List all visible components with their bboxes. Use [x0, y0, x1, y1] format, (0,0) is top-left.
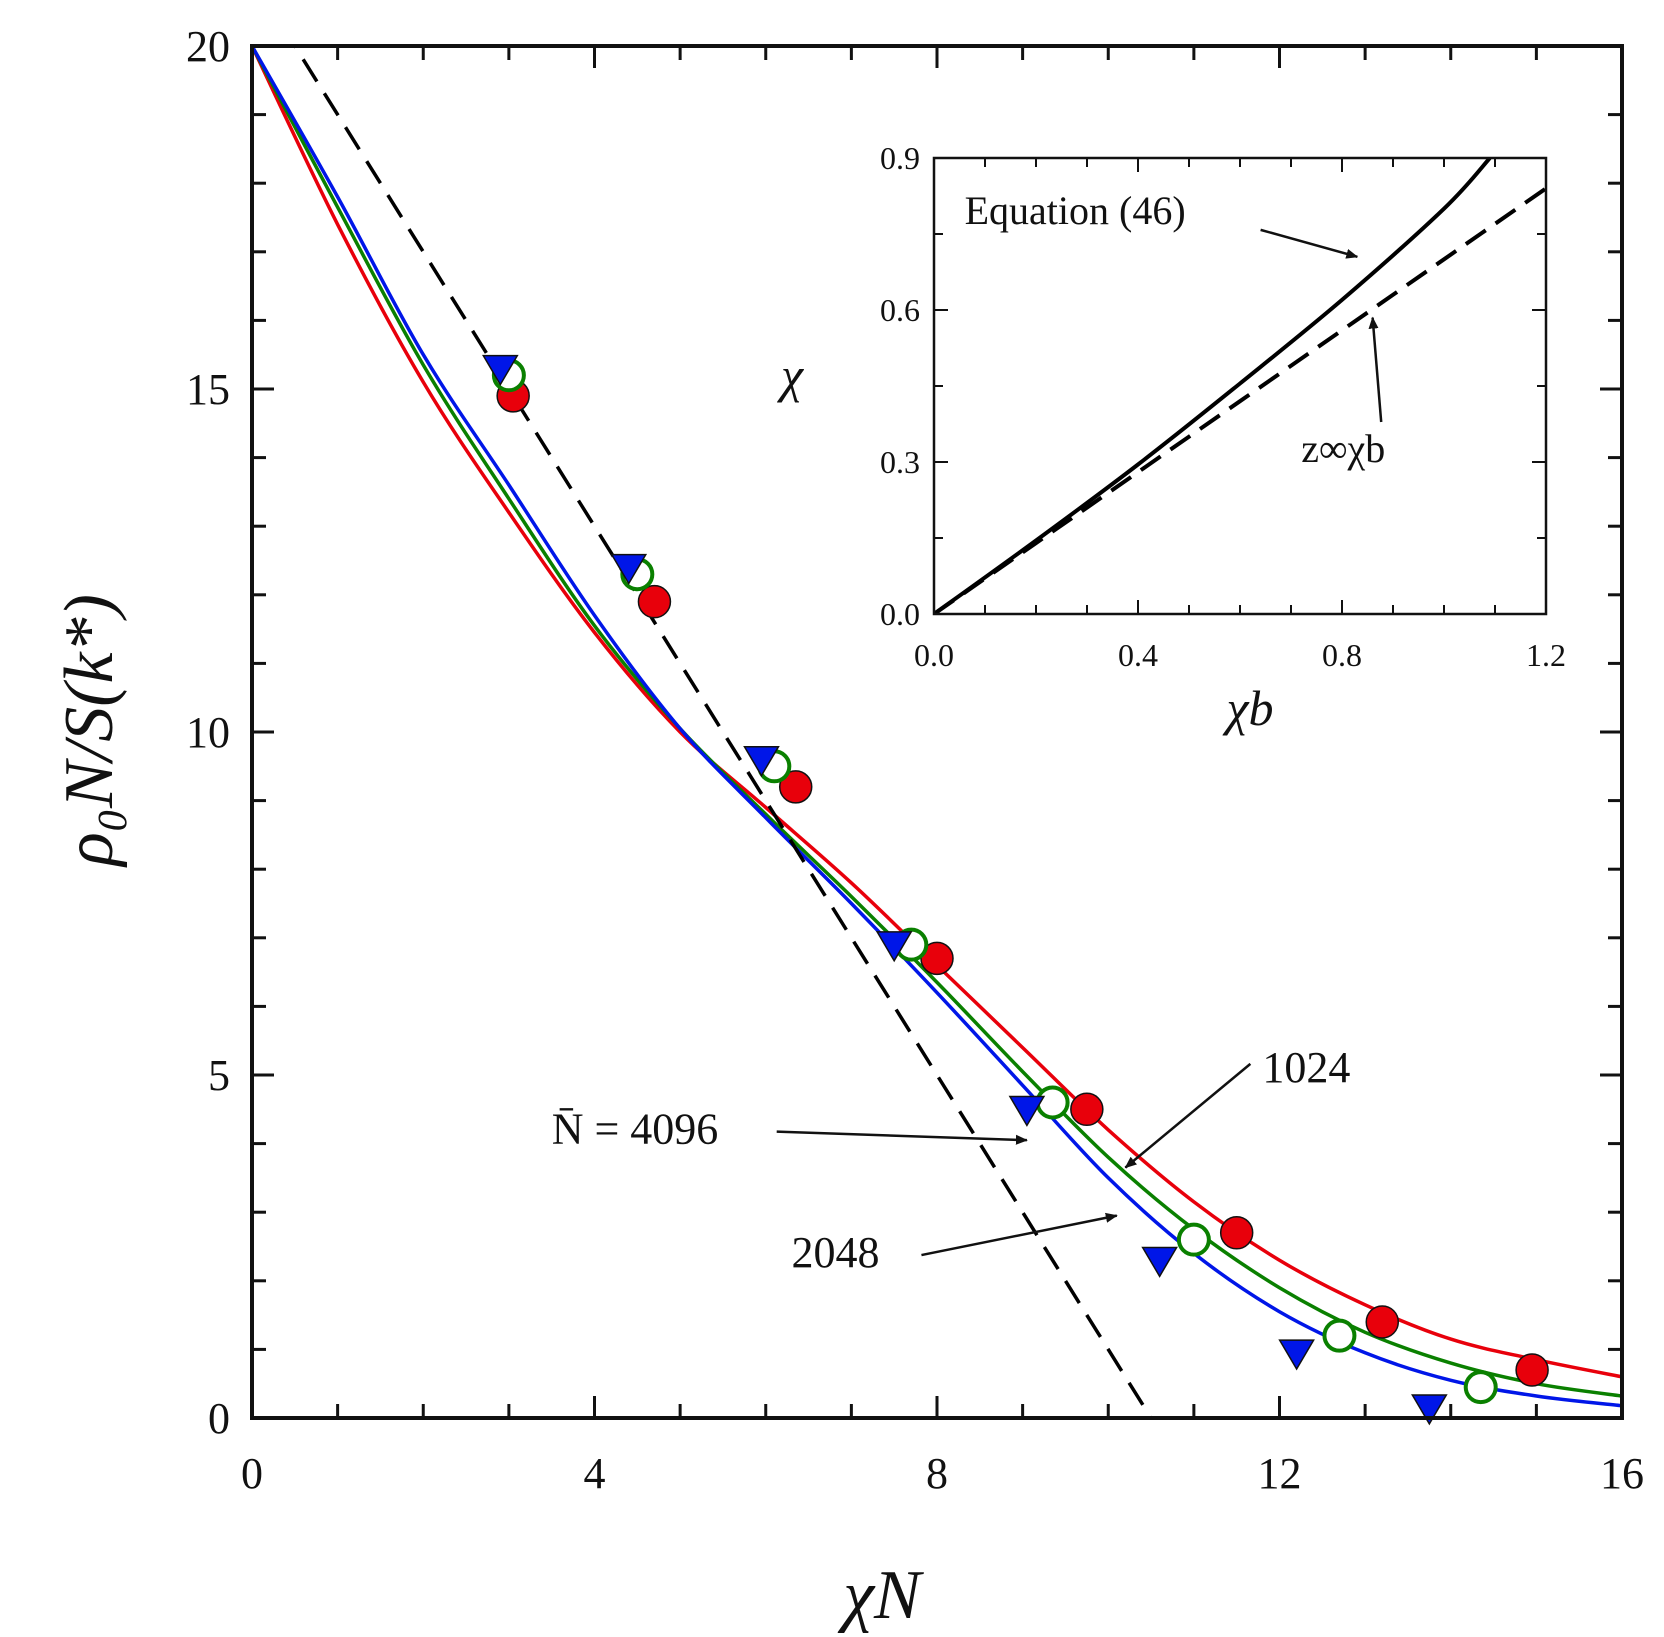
data-point — [1278, 1339, 1315, 1371]
inset-annotation-arrow — [1368, 316, 1383, 423]
inset-solid-curve — [934, 158, 1492, 614]
inset-curves — [934, 158, 1546, 614]
series-curve-0 — [252, 46, 1622, 1379]
annotation-label: 2048 — [791, 1228, 879, 1277]
data-point — [1219, 1216, 1254, 1250]
inset-annotations: Equation (46) z∞χb — [965, 188, 1386, 471]
inset-annotation-label: Equation (46) — [965, 188, 1186, 233]
data-point — [1141, 1246, 1178, 1278]
data-point — [1515, 1353, 1549, 1387]
annotation-arrow — [776, 1130, 1028, 1145]
data-point — [482, 354, 519, 387]
inset-y-axis-title: χ — [777, 347, 805, 403]
y-tick-label: 0 — [208, 1394, 230, 1443]
y-axis-title: ρ₀N/S(k*) — [51, 594, 128, 868]
y-tick-label: 5 — [208, 1051, 230, 1100]
y-tick-label: 10 — [186, 708, 230, 757]
main-ticks: 0 4 8 12 16 0 5 10 15 20 — [186, 22, 1644, 1498]
data-point — [875, 931, 913, 963]
data-point — [778, 770, 813, 804]
data-point — [1035, 1085, 1070, 1120]
data-point — [1176, 1222, 1211, 1257]
inset-y-tick-label: 0.0 — [880, 596, 920, 632]
main-annotations: N̄ = 4096 1024 2048 — [552, 1043, 1351, 1277]
inset-annotation-arrow — [1260, 228, 1359, 259]
x-tick-label: 8 — [926, 1449, 948, 1498]
main-plot: 0 4 8 12 16 0 5 10 15 20 N̄ = 4096 1024 2048 — [186, 22, 1644, 1498]
x-tick-label: 4 — [584, 1449, 606, 1498]
data-point — [1411, 1394, 1448, 1426]
data-point — [1365, 1305, 1399, 1339]
x-axis-title: χN — [837, 1557, 924, 1634]
x-tick-label: 12 — [1258, 1449, 1302, 1498]
inset-x-tick-label: 0.8 — [1322, 637, 1362, 673]
annotation-arrow — [921, 1212, 1118, 1257]
x-tick-label: 16 — [1600, 1449, 1644, 1498]
inset-dashed-curve — [934, 186, 1546, 614]
data-point — [1322, 1318, 1357, 1353]
main-plot-frame — [250, 44, 1624, 1420]
data-point — [610, 553, 648, 585]
data-point — [1070, 1092, 1104, 1127]
inset-x-tick-label: 0.4 — [1118, 637, 1158, 673]
data-point — [1008, 1095, 1046, 1127]
data-point — [743, 745, 780, 778]
limiting-line-dashed — [292, 46, 1153, 1418]
y-tick-label: 20 — [186, 22, 230, 71]
inset-y-tick-label: 0.9 — [880, 140, 920, 176]
y-tick-label: 15 — [186, 365, 230, 414]
inset-plot: 0.0 0.4 0.8 1.2 0.0 0.3 0.6 0.9 Equation (46) z∞… — [880, 140, 1566, 673]
inset-x-tick-label: 0.0 — [914, 637, 954, 673]
data-point — [637, 584, 672, 619]
inset-annotation-label: z∞χb — [1301, 426, 1385, 471]
annotation-label: N̄ = 4096 — [552, 1105, 719, 1154]
inset-x-axis-title: χb — [1223, 680, 1274, 736]
inset-x-tick-label: 1.2 — [1526, 637, 1566, 673]
data-point — [1463, 1370, 1498, 1405]
x-tick-label: 0 — [241, 1449, 263, 1498]
inset-y-tick-label: 0.6 — [880, 292, 920, 328]
inset-plot-frame — [932, 156, 1548, 616]
annotation-arrow — [1124, 1062, 1252, 1169]
main-points — [482, 354, 1549, 1426]
inset-y-tick-label: 0.3 — [880, 444, 920, 480]
annotation-label: 1024 — [1262, 1043, 1350, 1092]
